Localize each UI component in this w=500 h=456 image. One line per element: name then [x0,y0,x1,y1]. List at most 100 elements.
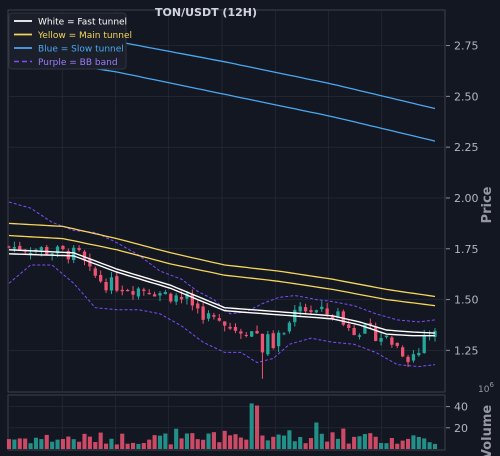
price-tick-label: 1.50 [454,294,479,307]
volume-bar [152,435,157,449]
candle-body [303,307,308,312]
candle-body [223,321,227,326]
candle-body [115,276,119,291]
volume-bar [281,435,287,449]
candle-body [50,253,54,255]
volume-bar [17,438,22,449]
candle-body [131,291,135,295]
volume-tick-label: 20 [454,422,468,435]
candle-body [125,289,130,292]
candle-body [250,331,254,337]
volume-tick-label: 40 [454,401,468,414]
candle-body [185,293,189,299]
volume-bar [50,441,55,449]
volume-bar [104,443,109,449]
candle-body [363,324,367,334]
legend-item-main: Yellow = Main tunnel [37,31,132,41]
volume-bar [379,442,384,449]
candle-body [190,293,194,306]
volume-bar [432,443,438,449]
volume-bar [136,443,141,449]
volume-bar [389,437,394,449]
volume-bar [28,443,33,449]
candle-body [77,247,81,251]
volume-bar [206,433,211,449]
volume-bar [39,439,44,449]
volume-bar [330,432,335,449]
candle-body [314,310,319,313]
candle-body [374,326,378,341]
volume-bar [147,439,152,449]
candle-body [271,333,275,349]
volume-bar [298,437,303,449]
volume-bar [341,428,346,449]
volume-bar [244,439,249,449]
volume-bar [44,434,49,449]
candle-body [55,246,60,254]
candle-body [400,347,405,357]
volume-bar [33,437,39,449]
candle-body [239,331,243,334]
volume-bar [125,443,130,449]
candle-body [433,330,437,337]
candle-body [287,322,292,332]
candle-body [368,323,372,326]
volume-bar [238,437,243,449]
price-tick-label: 2.25 [454,141,479,154]
volume-bar [368,433,373,449]
candle-body [201,306,205,320]
volume-bar [211,432,216,449]
volume-bar [303,443,308,449]
candle-body [379,337,383,342]
candle-body [266,334,270,355]
volume-bar [77,441,82,449]
volume-bar [55,439,60,449]
legend: White = Fast tunnel Yellow = Main tunnel… [8,12,132,70]
candle-body [109,277,114,291]
candle-body [233,326,238,331]
volume-bar [249,403,254,449]
candle-body [18,245,22,251]
volume-bar [319,433,324,449]
legend-box [8,12,127,70]
volume-bar [98,432,103,449]
volume-bars [6,403,438,449]
candle-body [309,310,313,312]
fast-tunnel-lower [8,253,435,337]
volume-bar [254,405,260,449]
main-tunnel-lower [8,234,436,307]
volume-bar [109,438,114,449]
volume-bar [174,428,179,449]
volume-bar [314,422,319,449]
volume-bar [233,434,238,449]
chart-title: TON/USDT (12H) [155,6,257,19]
volume-bar [416,436,421,449]
candle-body [390,337,394,345]
volume-bar [325,441,330,449]
candle-body [72,247,76,261]
price-tick-label: 2.00 [454,192,479,205]
candle-body [417,352,421,356]
candle-body [217,318,221,321]
volume-bar [190,433,195,449]
grid-lines [9,11,445,449]
volume-bar [130,442,136,449]
volume-bar [357,436,362,449]
candle-body [152,294,157,297]
volume-bar [60,439,65,449]
candle-body [28,252,33,254]
legend-item-fast: White = Fast tunnel [38,18,127,28]
price-axis-ticks: 1.25 1.50 1.75 2.00 2.25 2.50 2.75 [446,40,479,357]
candle-body [411,354,416,361]
candle-body [93,268,97,276]
candle-body [422,335,426,354]
price-tick-label: 2.75 [454,40,479,53]
volume-bar [335,438,340,449]
volume-bar [276,434,281,449]
candle-body [347,324,351,328]
volume-bar [346,443,351,449]
volume-bar [141,443,146,449]
volume-bar [120,433,125,449]
volume-bar [411,435,416,449]
volume-bar [373,436,378,449]
